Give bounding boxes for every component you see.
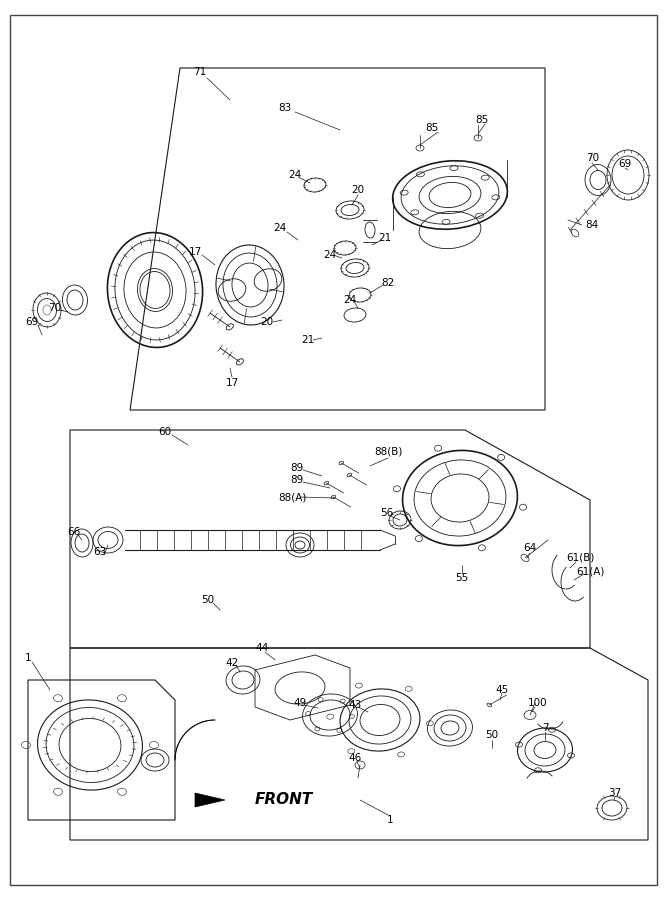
- Text: 43: 43: [348, 700, 362, 710]
- Text: 88(A): 88(A): [278, 492, 306, 502]
- Text: 69: 69: [618, 159, 632, 169]
- Text: 63: 63: [93, 547, 107, 557]
- Text: 49: 49: [293, 698, 307, 708]
- Text: 46: 46: [348, 753, 362, 763]
- Text: 85: 85: [426, 123, 439, 133]
- Text: 69: 69: [25, 317, 39, 327]
- Text: FRONT: FRONT: [255, 793, 313, 807]
- Text: 82: 82: [382, 278, 395, 288]
- Text: 89: 89: [290, 475, 303, 485]
- Text: 20: 20: [352, 185, 365, 195]
- Text: 24: 24: [273, 223, 287, 233]
- Text: 24: 24: [323, 250, 337, 260]
- Text: 7: 7: [542, 723, 548, 733]
- Text: 50: 50: [201, 595, 215, 605]
- Polygon shape: [195, 793, 225, 807]
- Text: 66: 66: [67, 527, 81, 537]
- Text: 89: 89: [290, 463, 303, 473]
- Text: 56: 56: [380, 508, 394, 518]
- Text: 50: 50: [486, 730, 498, 740]
- Text: 85: 85: [476, 115, 489, 125]
- Text: 70: 70: [49, 303, 61, 313]
- Text: 55: 55: [456, 573, 469, 583]
- Text: 100: 100: [528, 698, 548, 708]
- Text: 84: 84: [586, 220, 598, 230]
- Text: 71: 71: [193, 67, 207, 77]
- Text: 1: 1: [387, 815, 394, 825]
- Text: 70: 70: [586, 153, 600, 163]
- Text: 21: 21: [378, 233, 392, 243]
- Text: 61(A): 61(A): [576, 567, 604, 577]
- Text: 24: 24: [344, 295, 357, 305]
- Text: 17: 17: [225, 378, 239, 388]
- Text: 21: 21: [301, 335, 315, 345]
- Text: 20: 20: [260, 317, 273, 327]
- Text: 64: 64: [524, 543, 537, 553]
- Text: 24: 24: [288, 170, 301, 180]
- Text: 88(B): 88(B): [374, 447, 402, 457]
- Text: 37: 37: [608, 788, 622, 798]
- Text: 61(B): 61(B): [566, 553, 594, 563]
- Text: 42: 42: [225, 658, 239, 668]
- Text: 1: 1: [25, 653, 31, 663]
- Text: 17: 17: [188, 247, 201, 257]
- Text: 45: 45: [496, 685, 509, 695]
- Text: 60: 60: [159, 427, 171, 437]
- Text: 44: 44: [255, 643, 269, 653]
- Text: 83: 83: [278, 103, 291, 113]
